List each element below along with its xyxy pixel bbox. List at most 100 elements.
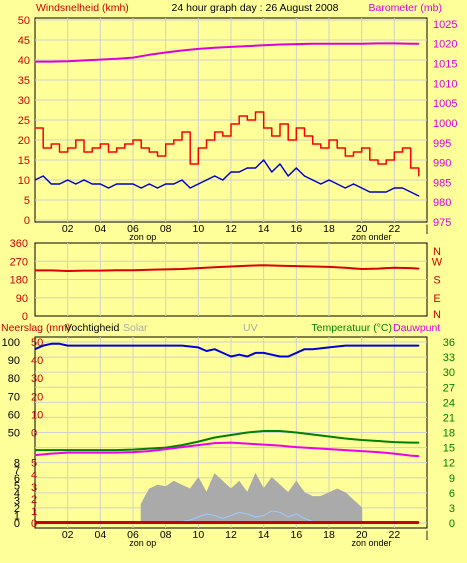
y-tick-label-temperature: 30 [443,367,455,379]
y-tick-label-rain-small: 2 [31,494,37,506]
y-tick-label-barometer: 1025 [433,19,457,31]
x-tick-label-top: 18 [323,223,335,235]
series-wind-direction-point [312,265,314,268]
series-wind-direction-point [116,269,118,271]
series-barometer-point [67,60,69,62]
series-uv-point [303,517,306,520]
series-dewpoint-point [83,452,85,454]
series-avg-wind-point [312,179,314,181]
series-barometer-point [312,43,314,45]
y-tick-label-barometer: 1020 [433,39,457,51]
series-avg-wind-point [271,171,273,173]
series-wind-direction-point [181,268,183,270]
series-temperature-point [214,436,216,439]
series-wind-gust-point [254,111,257,113]
series-humidity-point [67,345,69,347]
series-avg-wind-point [214,175,216,177]
series-wind-gust-point [83,151,85,153]
y-tick-label-rain: 0 [31,428,37,440]
series-uv-point [197,516,199,518]
series-dewpoint-point [116,452,118,454]
y-tick-label-barometer: 975 [433,217,451,229]
series-avg-wind-point [303,175,306,177]
series-wind-gust-point [303,135,306,137]
y-tick-label-humidity: 50 [8,428,20,440]
series-barometer-point [361,43,363,45]
series-wind-direction-point [263,264,265,266]
x-tick-end-bottom: | [426,529,429,541]
temperature-label: Temperatuur (°C) [311,322,392,334]
y-tick-label-uv: 2 [14,503,20,515]
series-dewpoint-point [230,441,232,444]
series-barometer-point [214,47,216,49]
series-avg-wind-point [336,183,338,185]
x-tick-label-top: 10 [192,223,204,235]
series-barometer-point [50,60,52,63]
series-dewpoint-point [34,454,36,456]
series-avg-wind-point [254,167,257,169]
series-temperature-point [279,430,281,432]
series-humidity-point [116,345,118,347]
y-tick-label-wind: 30 [18,95,30,107]
y-tick-label-wind: 40 [18,55,30,67]
series-barometer-point [263,44,265,46]
barometer-label: Barometer (mb) [368,2,442,14]
series-rain-point [34,521,36,524]
series-barometer-point [34,60,36,63]
series-barometer-point [393,42,395,44]
series-avg-wind-point [148,183,150,185]
x-tick-label-bottom: 14 [258,529,270,541]
series-humidity-point [328,346,330,349]
series-wind-gust-point [148,151,150,153]
series-wind-gust-point [132,139,134,141]
series-wind-gust-point [107,151,110,153]
series-wind-gust-point [165,143,167,145]
series-dewpoint-point [263,443,265,446]
series-wind-gust-point [246,119,248,121]
compass-label: N [433,309,441,321]
series-humidity-point [99,345,101,347]
series-avg-wind-point [132,183,134,185]
series-humidity-point [344,345,346,347]
series-avg-wind-point [99,183,101,185]
series-humidity-point [295,352,297,354]
series-temperature-point [132,448,134,451]
series-wind-gust-point [50,143,52,145]
y-tick-label-temperature: 15 [443,443,455,455]
series-wind-gust-point [99,143,101,145]
y-tick-label-uv: 3 [14,495,20,507]
series-avg-wind-point [107,187,110,189]
series-barometer-point [83,59,85,61]
y-tick-label-rain-small: 5 [31,458,37,470]
series-wind-gust-point [361,147,363,149]
series-avg-wind-point [165,183,167,185]
series-barometer-point [165,51,167,54]
x-tick-label-top: 08 [160,223,172,235]
series-wind-direction-point [34,269,36,271]
y-tick-label-wind: 0 [24,215,30,227]
y-tick-label-direction: 180 [10,275,28,287]
series-humidity-point [222,352,224,354]
y-tick-label-rain-small: 1 [31,506,37,518]
y-tick-label-rain: 50 [31,337,43,349]
series-dewpoint-point [165,448,167,450]
series-dewpoint-point [312,447,314,449]
series-dewpoint-point [67,452,69,454]
y-tick-label-uv: 7 [14,465,20,477]
series-uv-point [238,511,240,514]
series-avg-wind-point [140,187,142,189]
series-avg-wind-point [67,179,69,181]
series-barometer-point [410,43,412,45]
series-wind-direction-point [197,267,199,269]
series-temperature-point [116,449,118,451]
series-barometer-point [230,46,232,48]
series-uv-point [246,513,248,515]
x-tick-label-bottom: 16 [290,529,302,541]
series-avg-wind-point [385,191,387,193]
series-uv-point [263,514,265,517]
series-wind-gust-point [181,131,183,133]
y-tick-label-barometer: 1000 [433,118,457,130]
series-wind-direction-point [99,269,101,272]
